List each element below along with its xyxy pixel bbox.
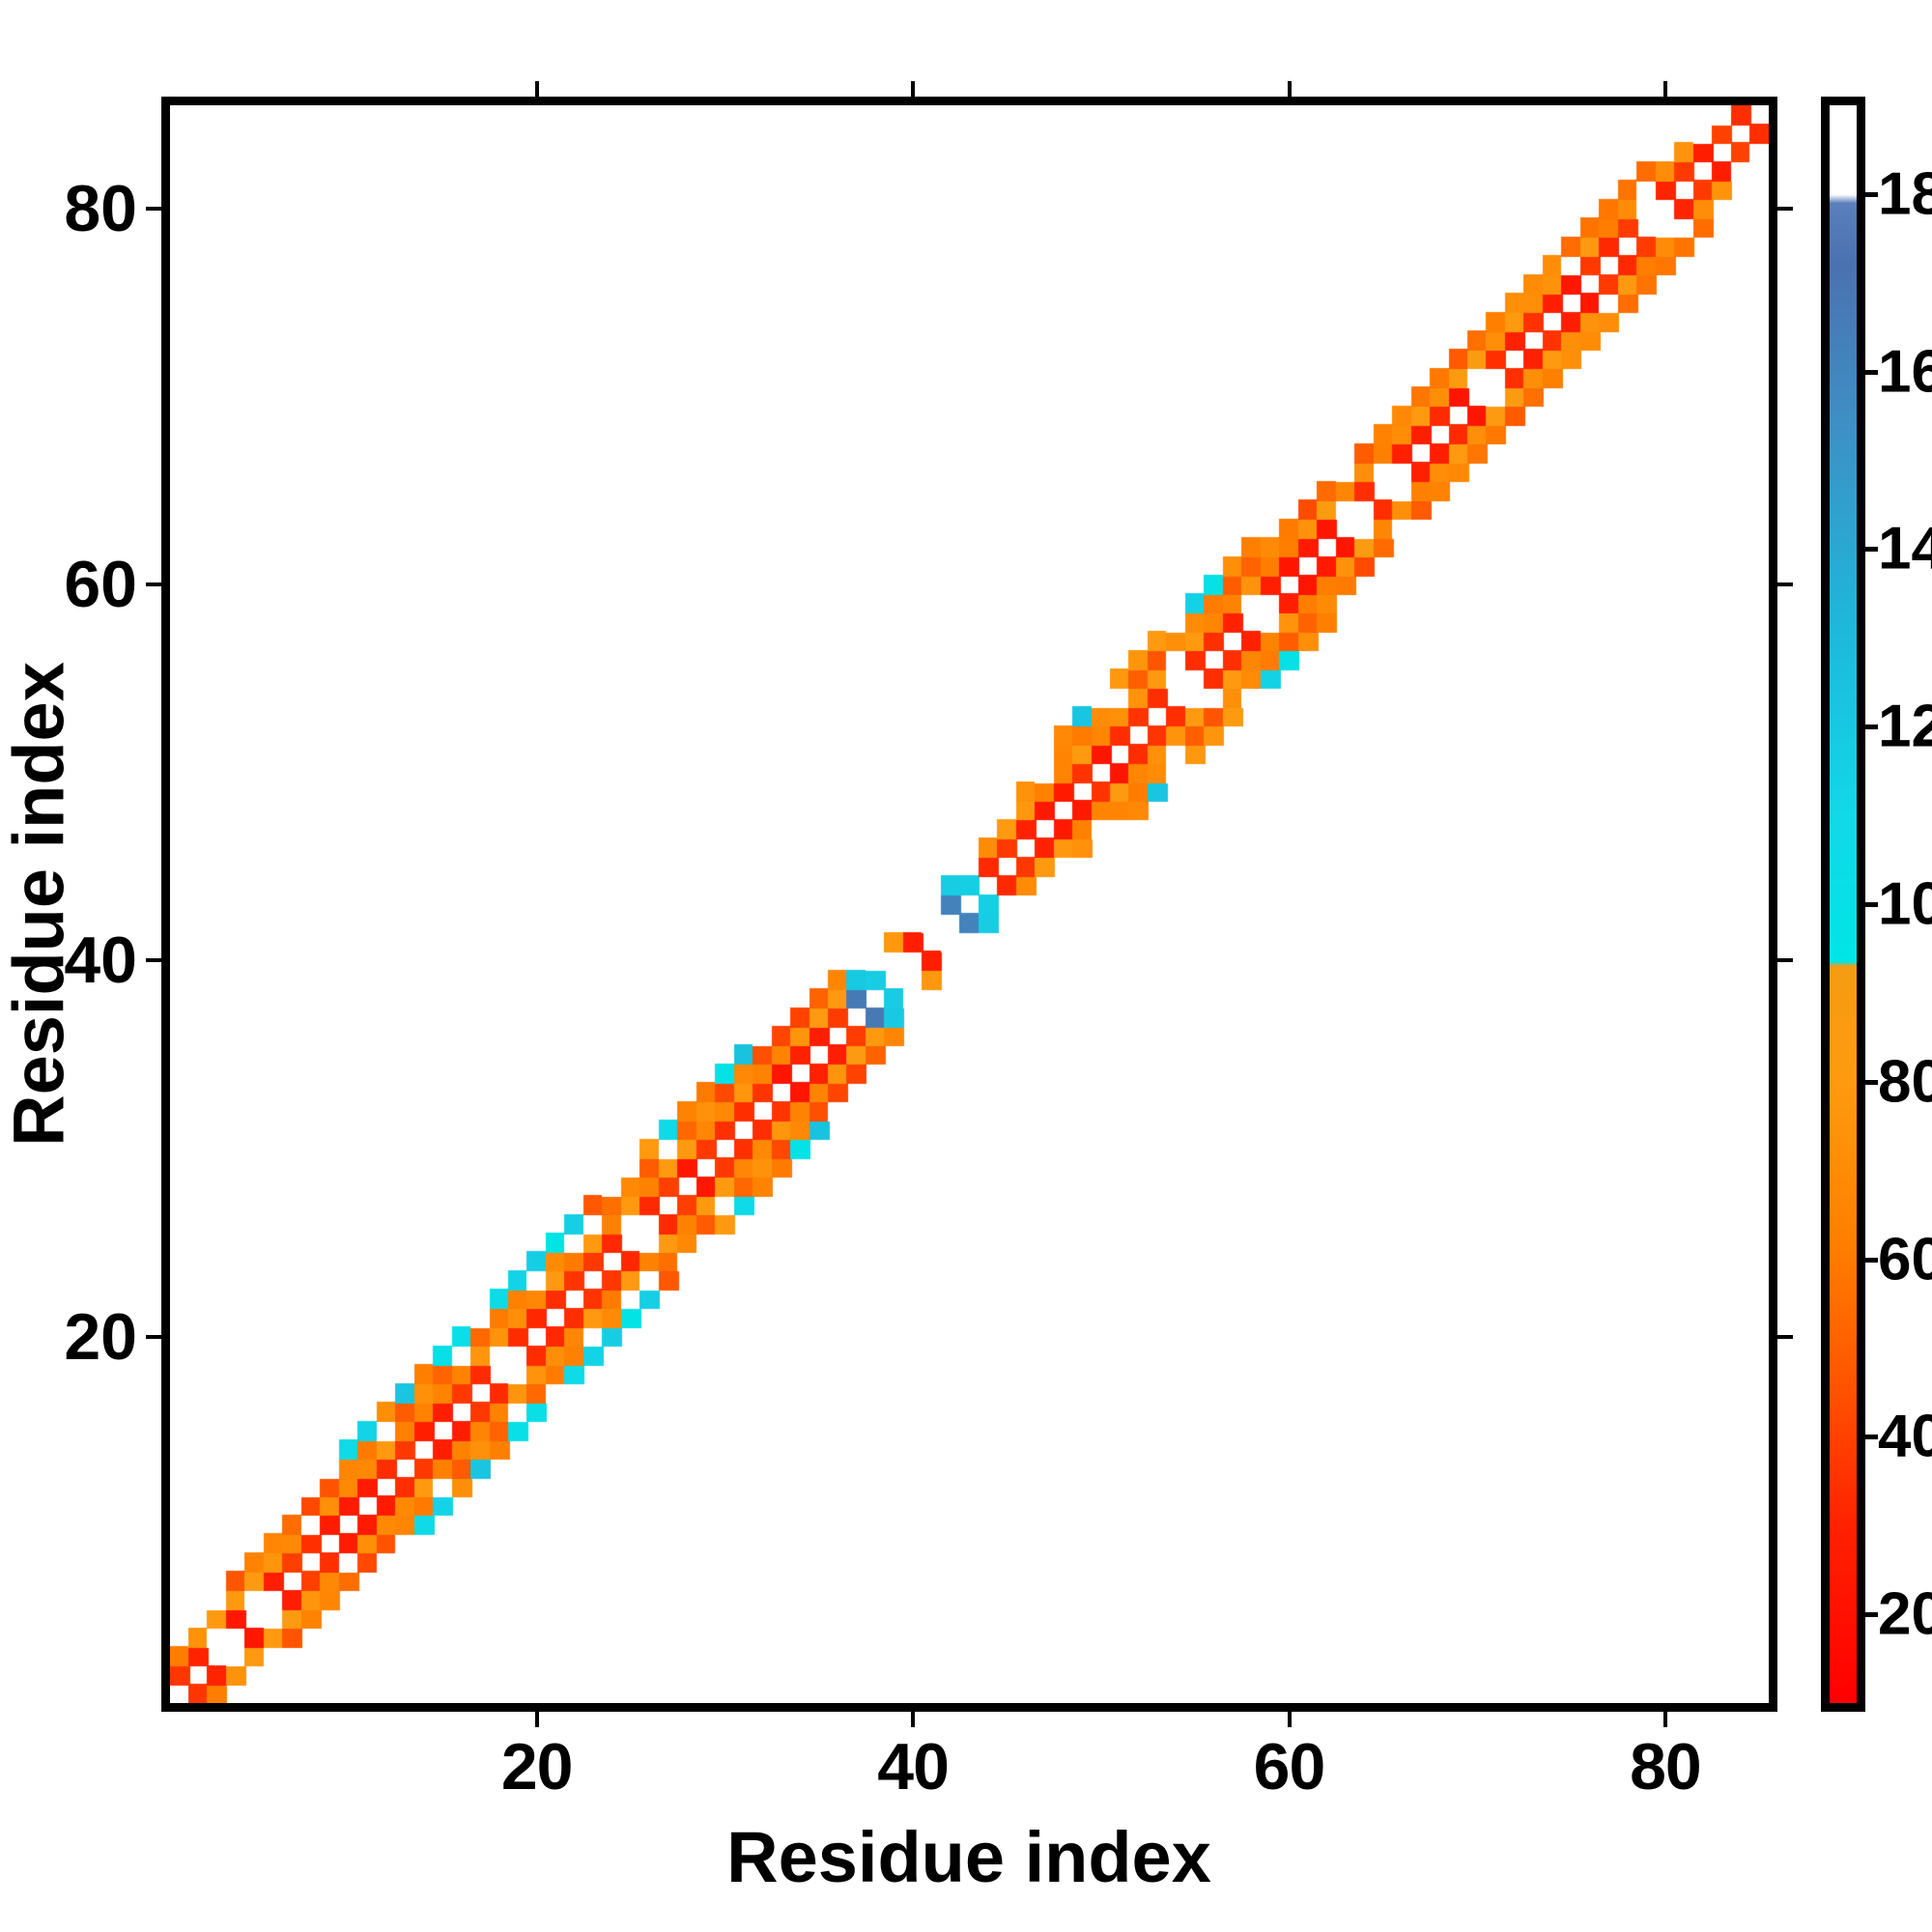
x-tick-mark-top [534, 81, 539, 97]
x-tick-mark [534, 1712, 539, 1727]
colorbar-tick-mark [1865, 1257, 1878, 1263]
colorbar-tick-mark [1865, 547, 1878, 553]
y-tick-mark-right [1777, 1334, 1793, 1339]
colorbar-tick-mark [1865, 1435, 1878, 1440]
y-tick-mark [146, 1334, 161, 1339]
x-tick-label: 80 [1630, 1730, 1702, 1804]
y-tick-mark [146, 958, 161, 963]
y-tick-label: 80 [64, 172, 137, 246]
colorbar-tick-label: 140 [1878, 515, 1932, 582]
colorbar-gradient [1821, 97, 1865, 1712]
colorbar-tick-label: 60 [1878, 1226, 1932, 1293]
y-tick-mark-right [1777, 582, 1793, 587]
colorbar-tick-mark [1865, 1079, 1878, 1085]
y-tick-label: 20 [64, 1299, 137, 1374]
colorbar-tick-label: 180 [1878, 160, 1932, 228]
x-tick-label: 20 [500, 1730, 574, 1804]
x-tick-mark [911, 1712, 916, 1727]
y-tick-mark [146, 207, 161, 212]
y-tick-mark [146, 582, 161, 587]
x-axis-title: Residue index [726, 1817, 1211, 1897]
y-tick-label: 40 [64, 923, 137, 998]
y-tick-mark-right [1777, 958, 1793, 963]
x-tick-label: 40 [877, 1730, 950, 1804]
colorbar-tick-label: 80 [1878, 1048, 1932, 1116]
colorbar-tick-mark [1865, 191, 1878, 197]
y-tick-label: 60 [64, 548, 137, 622]
heatmap-canvas [170, 105, 1769, 1703]
colorbar-tick-mark [1865, 902, 1878, 907]
colorbar-tick-label: 160 [1878, 338, 1932, 406]
colorbar-canvas [1830, 105, 1857, 1703]
colorbar-tick-label: 40 [1878, 1403, 1932, 1470]
colorbar [1821, 97, 1865, 1712]
colorbar-tick-label: 120 [1878, 693, 1932, 760]
colorbar-tick-mark [1865, 369, 1878, 375]
x-tick-label: 60 [1253, 1730, 1326, 1804]
x-tick-mark [1287, 1712, 1292, 1727]
colorbar-tick-label: 100 [1878, 870, 1932, 938]
colorbar-tick-mark [1865, 1612, 1878, 1618]
colorbar-tick-mark [1865, 724, 1878, 730]
y-axis-title: Residue index [0, 662, 79, 1147]
y-tick-mark-right [1777, 207, 1793, 212]
x-tick-mark-top [1662, 81, 1667, 97]
x-tick-mark [1662, 1712, 1667, 1727]
colorbar-tick-label: 20 [1878, 1580, 1932, 1648]
heatmap-panel [161, 97, 1777, 1712]
x-tick-mark-top [1287, 81, 1292, 97]
x-tick-mark-top [911, 81, 916, 97]
